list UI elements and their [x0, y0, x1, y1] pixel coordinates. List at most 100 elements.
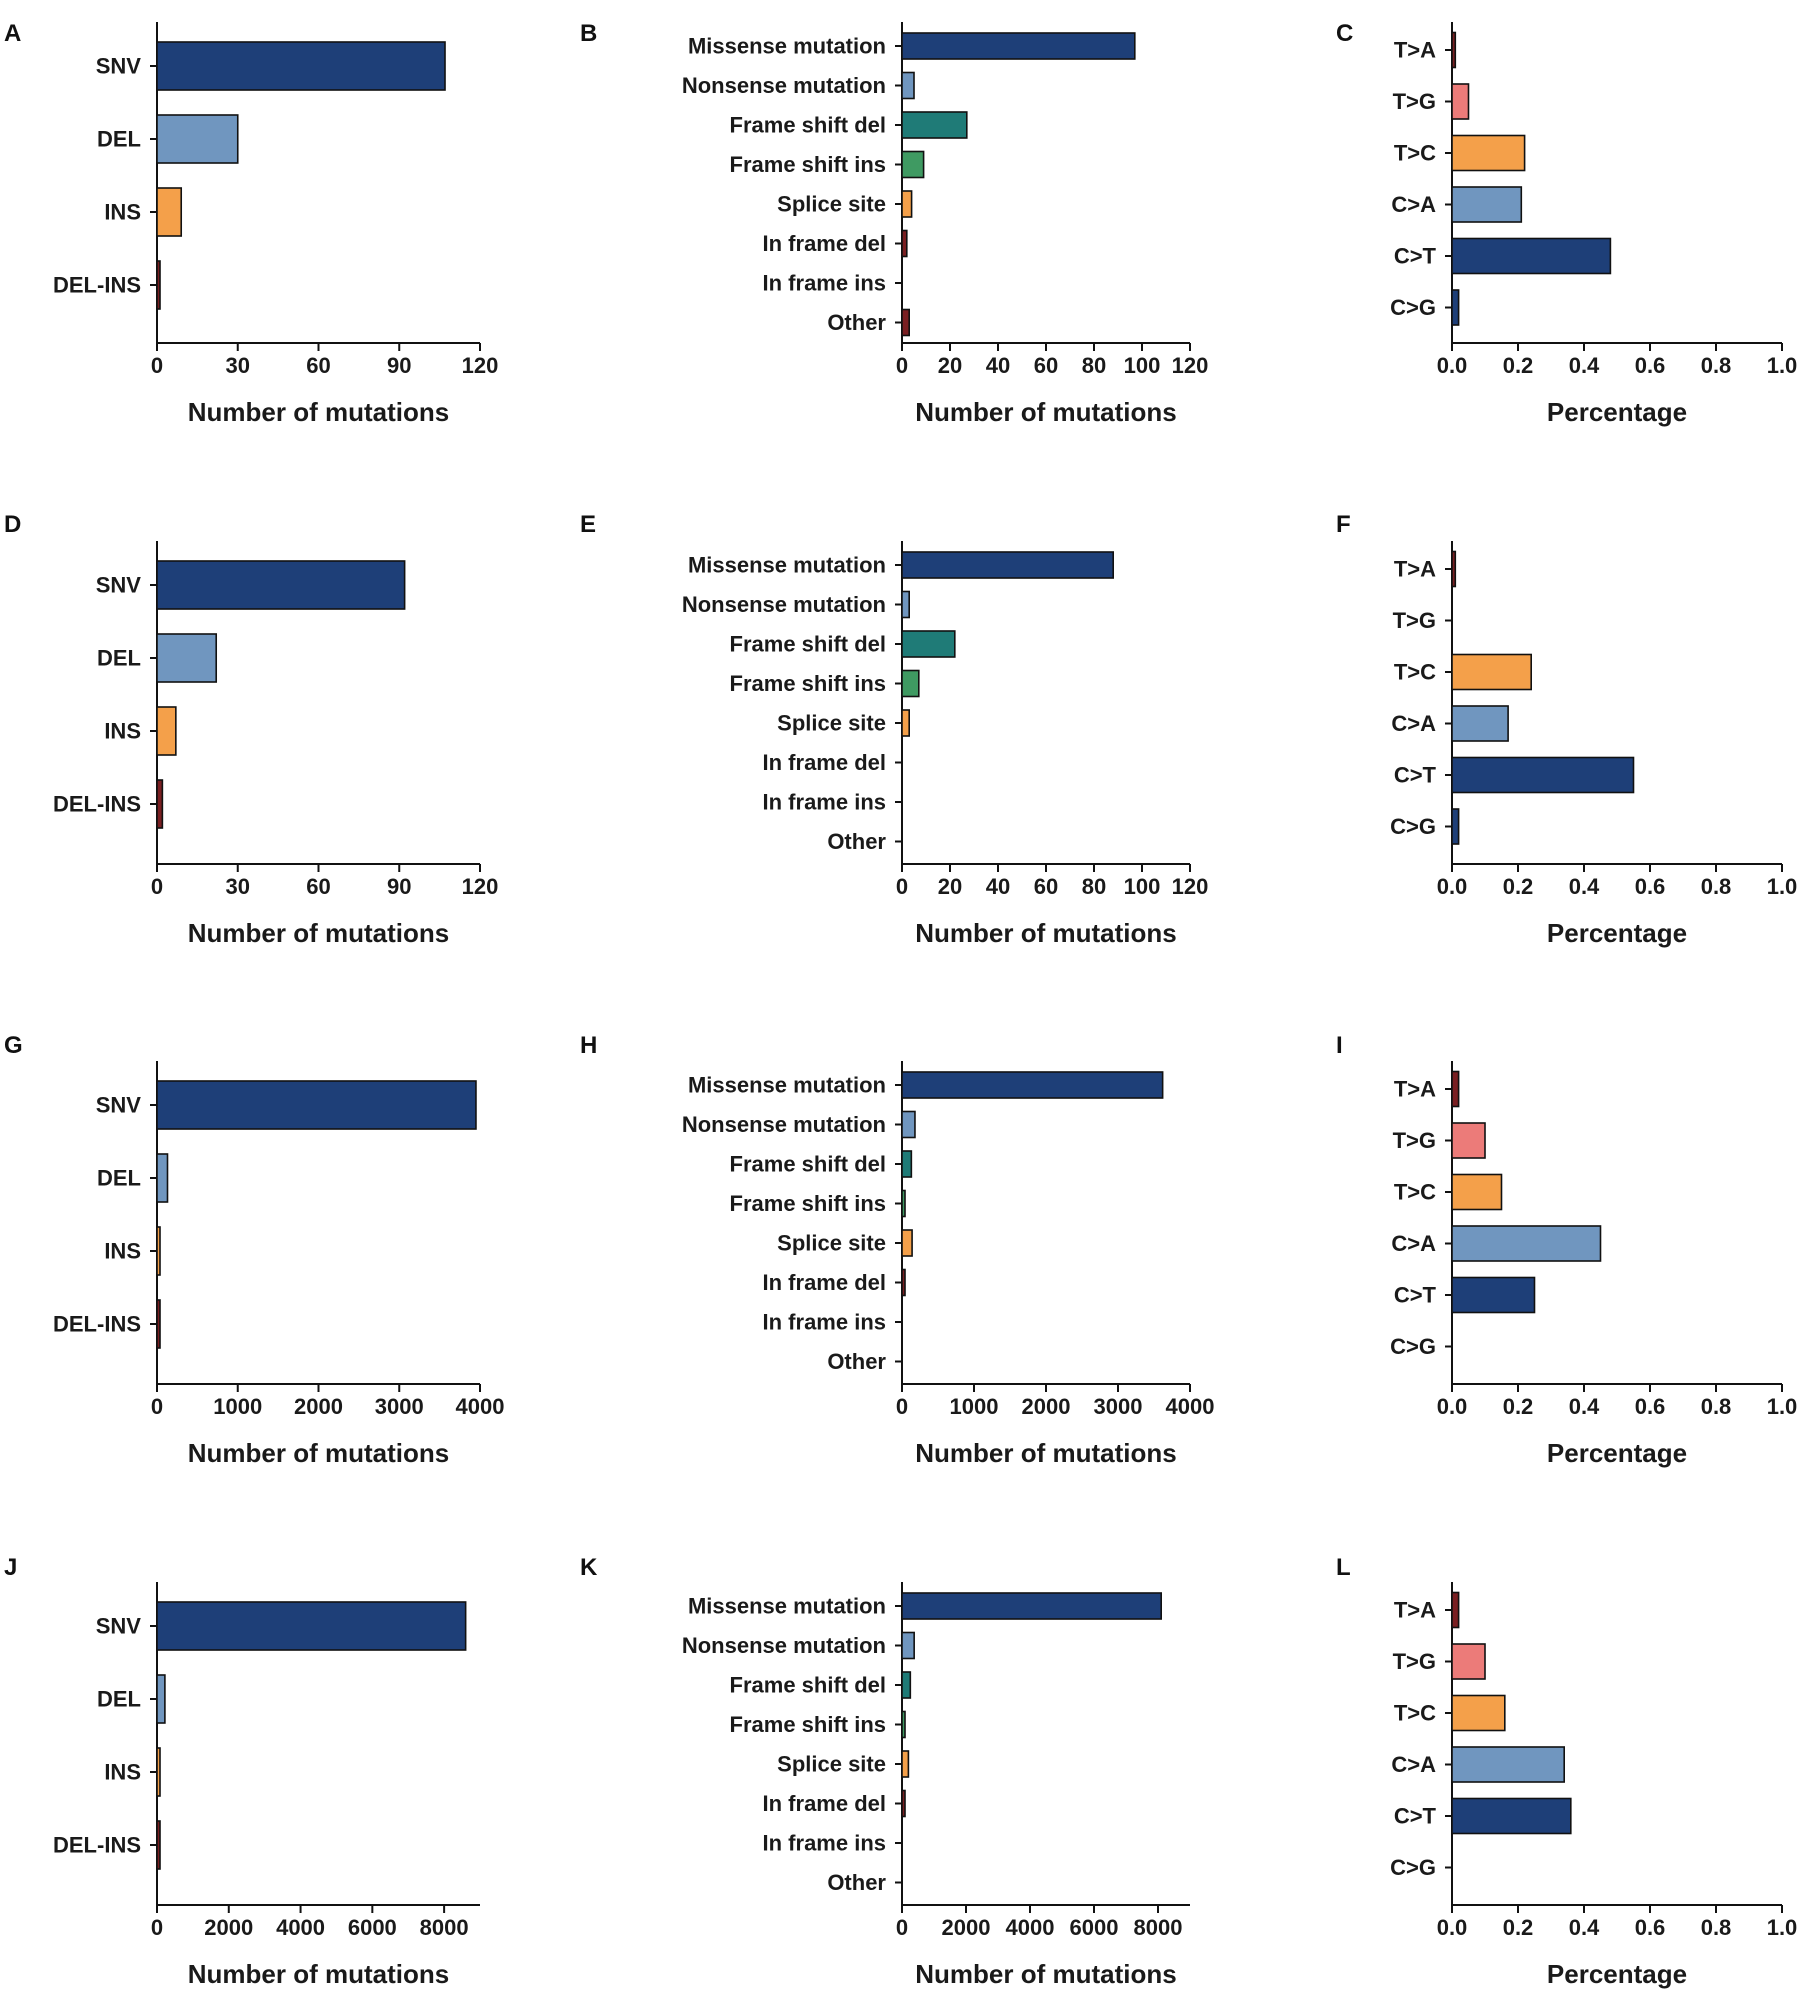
- x-tick-label: 120: [1172, 353, 1209, 378]
- x-tick-label: 4000: [1006, 1915, 1055, 1940]
- category-label: DEL: [97, 1166, 141, 1191]
- panel-b: B Missense mutation Nonsense mutation Frame…: [580, 20, 1208, 427]
- bar-del: [156, 1153, 169, 1203]
- category-label: Frame shift ins: [730, 152, 886, 177]
- bar-c-a: [1451, 1225, 1602, 1262]
- bar-c-t: [1451, 1797, 1572, 1835]
- bar-c-a: [1451, 705, 1509, 742]
- panel-a: A SNV DEL INS DEL-INS 0 30 60 90 120 Number of mut…: [4, 20, 498, 427]
- bar-other: [901, 308, 910, 337]
- x-tick-label: 3000: [1094, 1394, 1143, 1419]
- x-tick-label: 0.2: [1503, 1915, 1534, 1940]
- bar-nonsense-mutation: [901, 590, 910, 619]
- x-tick-label: 0.2: [1503, 353, 1534, 378]
- category-label: T>A: [1394, 1077, 1436, 1102]
- bar-c-t: [1451, 1276, 1536, 1314]
- x-tick-label: 30: [226, 874, 250, 899]
- bar-splice-site: [901, 190, 913, 218]
- panel-i: I T>A T>G T>C C>A C>T C>G 0.0 0.2 0.4 0.6 0.8 1.0 Per…: [1336, 1032, 1797, 1468]
- category-label: SNV: [96, 1614, 142, 1639]
- bar-t-c: [1451, 134, 1526, 172]
- category-label: T>G: [1393, 608, 1436, 633]
- x-tick-label: 0.0: [1437, 353, 1468, 378]
- category-label: C>T: [1394, 763, 1437, 788]
- x-tick-label: 1000: [950, 1394, 999, 1419]
- category-label: C>T: [1394, 244, 1437, 269]
- x-tick-label: 0: [896, 1915, 908, 1940]
- category-label: T>A: [1394, 557, 1436, 582]
- bar-nonsense-mutation: [901, 1631, 915, 1660]
- category-label: Splice site: [777, 1231, 886, 1256]
- category-label: In frame ins: [763, 271, 886, 296]
- bar-t-a: [1451, 31, 1457, 69]
- category-label: DEL-INS: [53, 273, 141, 298]
- x-tick-label: 1000: [213, 1394, 262, 1419]
- bar-nonsense-mutation: [901, 1110, 916, 1139]
- category-label: In frame ins: [763, 1831, 886, 1856]
- bar-c-g: [1451, 289, 1460, 326]
- category-label: INS: [104, 200, 141, 225]
- category-label: Other: [827, 1870, 886, 1895]
- panel-letter: I: [1336, 1032, 1343, 1059]
- x-tick-label: 90: [387, 353, 411, 378]
- x-tick-label: 0.6: [1635, 353, 1666, 378]
- x-tick-label: 120: [462, 353, 499, 378]
- bar-t-c: [1451, 1694, 1506, 1732]
- x-tick-label: 2000: [942, 1915, 991, 1940]
- bar-t-a: [1451, 1591, 1460, 1629]
- bar-frame-shift-del: [901, 111, 968, 139]
- x-tick-label: 30: [226, 353, 250, 378]
- bar-frame-shift-del: [901, 1671, 912, 1699]
- bar-frame-shift-del: [901, 1150, 913, 1178]
- category-label: Missense mutation: [688, 34, 886, 59]
- panel-h: H Missense mutation Nonsense mutation Frame…: [580, 1032, 1214, 1468]
- bar-in-frame-del: [901, 1268, 906, 1297]
- category-label: In frame del: [763, 1270, 886, 1295]
- bar-t-g: [1451, 1122, 1486, 1159]
- category-label: Frame shift ins: [730, 1712, 886, 1737]
- category-label: SNV: [96, 573, 142, 598]
- bar-frame-shift-del: [901, 630, 956, 658]
- bar-missense-mutation: [901, 551, 1114, 579]
- category-label: Frame shift del: [730, 1152, 886, 1177]
- category-label: Nonsense mutation: [682, 592, 886, 617]
- x-tick-label: 0: [151, 353, 163, 378]
- x-axis-title: Number of mutations: [915, 918, 1176, 948]
- x-tick-label: 2000: [1022, 1394, 1071, 1419]
- bar-c-t: [1451, 756, 1635, 794]
- x-axis-title: Number of mutations: [188, 397, 449, 427]
- x-tick-label: 0.4: [1569, 1394, 1600, 1419]
- category-label: C>G: [1390, 1334, 1436, 1359]
- category-label: INS: [104, 719, 141, 744]
- panel-j: J SNV DEL INS DEL-INS 0 2000 4000 6000 8000 Number…: [4, 1554, 480, 1989]
- panel-g: G SNV DEL INS DEL-INS 0 1000 2000 3000 4000 Number…: [4, 1032, 504, 1468]
- category-label: T>C: [1394, 141, 1436, 166]
- bar-in-frame-del: [901, 229, 908, 258]
- category-label: Splice site: [777, 192, 886, 217]
- x-tick-label: 0.6: [1635, 1915, 1666, 1940]
- category-label: Missense mutation: [688, 1073, 886, 1098]
- category-label: Splice site: [777, 711, 886, 736]
- panel-letter: A: [4, 20, 21, 47]
- x-axis-title: Number of mutations: [188, 1438, 449, 1468]
- bar-snv: [156, 1601, 467, 1651]
- category-label: C>A: [1391, 1752, 1436, 1777]
- bar-del: [156, 1674, 166, 1724]
- category-label: DEL: [97, 127, 141, 152]
- bar-c-a: [1451, 1746, 1565, 1783]
- category-label: T>G: [1393, 1649, 1436, 1674]
- panel-letter: E: [580, 511, 596, 538]
- x-tick-label: 0: [896, 353, 908, 378]
- category-label: Frame shift del: [730, 632, 886, 657]
- category-label: T>A: [1394, 1598, 1436, 1623]
- bar-c-t: [1451, 237, 1612, 275]
- x-tick-label: 0.6: [1635, 1394, 1666, 1419]
- x-tick-label: 0.8: [1701, 353, 1732, 378]
- category-label: DEL-INS: [53, 1833, 141, 1858]
- category-label: INS: [104, 1760, 141, 1785]
- bar-del: [156, 633, 218, 683]
- x-tick-label: 0: [151, 1915, 163, 1940]
- x-tick-label: 4000: [1166, 1394, 1215, 1419]
- x-tick-label: 100: [1124, 874, 1161, 899]
- category-label: In frame del: [763, 750, 886, 775]
